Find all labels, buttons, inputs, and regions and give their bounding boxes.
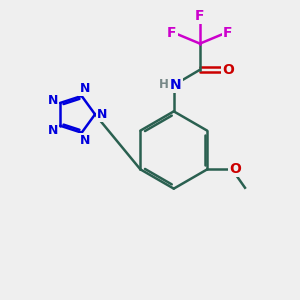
Text: O: O bbox=[229, 162, 241, 176]
Text: N: N bbox=[80, 82, 90, 95]
Text: N: N bbox=[47, 94, 58, 106]
Text: H: H bbox=[159, 78, 169, 91]
Text: F: F bbox=[195, 9, 205, 23]
Text: N: N bbox=[97, 108, 108, 121]
Text: N: N bbox=[80, 134, 90, 147]
Text: F: F bbox=[223, 26, 232, 40]
Text: N: N bbox=[170, 78, 182, 92]
Text: O: O bbox=[222, 63, 234, 77]
Text: F: F bbox=[167, 26, 177, 40]
Text: N: N bbox=[47, 124, 58, 136]
